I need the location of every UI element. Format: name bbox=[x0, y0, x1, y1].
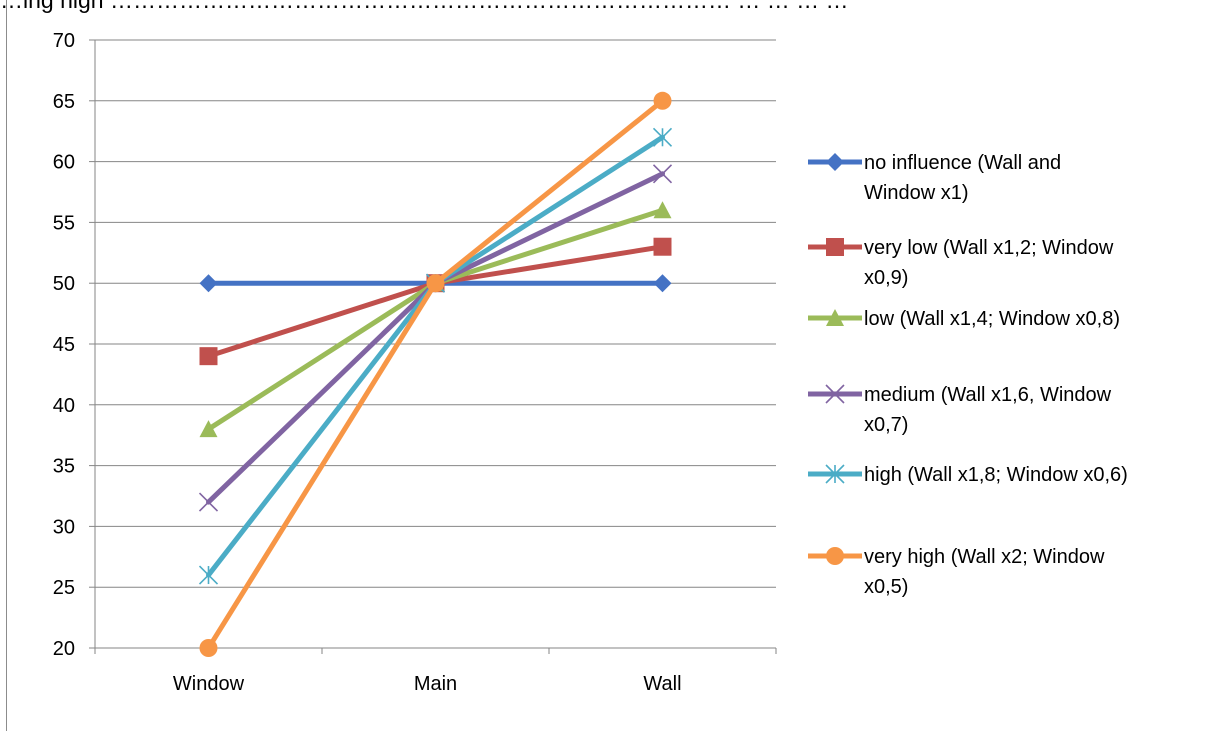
series-5 bbox=[199, 91, 672, 657]
x-tick-label: Main bbox=[414, 673, 457, 695]
data-point bbox=[198, 565, 219, 585]
series-line bbox=[206, 207, 665, 432]
y-tick-label: 20 bbox=[53, 638, 75, 660]
legend-marker bbox=[825, 384, 845, 404]
gridlines bbox=[95, 39, 776, 649]
x-tick-label: Wall bbox=[643, 673, 681, 695]
data-point bbox=[652, 127, 673, 147]
legend-label: x0,5) bbox=[864, 576, 908, 598]
y-tick-label: 60 bbox=[53, 152, 75, 174]
data-point bbox=[199, 639, 218, 657]
legend-marker bbox=[825, 464, 845, 484]
data-point bbox=[199, 420, 218, 438]
data-point bbox=[653, 274, 672, 293]
legend-label: no influence (Wall and bbox=[864, 152, 1061, 174]
data-point bbox=[198, 492, 219, 512]
y-tick-label: 45 bbox=[53, 334, 75, 356]
series-2 bbox=[199, 201, 672, 438]
legend-label: x0,7) bbox=[864, 414, 908, 436]
legend-label: x0,9) bbox=[864, 267, 908, 289]
legend-marker bbox=[826, 238, 844, 256]
y-tick-label: 65 bbox=[53, 91, 75, 113]
y-tick-label: 70 bbox=[53, 30, 75, 52]
legend: no influence (Wall and Window x1) very low… bbox=[808, 152, 1128, 598]
legend-marker bbox=[826, 547, 844, 565]
y-axis: 20 25 30 35 40 45 50 55 60 65 70 bbox=[53, 30, 96, 660]
legend-label: Window x1) bbox=[864, 182, 968, 204]
legend-label: medium (Wall x1,6, Window bbox=[864, 384, 1112, 406]
data-point bbox=[652, 164, 673, 184]
caption-text-fragment: …ing high ……………………………………………………………………… … … bbox=[0, 0, 849, 13]
legend-label: low (Wall x1,4; Window x0,8) bbox=[864, 308, 1120, 330]
series-line bbox=[206, 134, 665, 578]
y-tick-label: 35 bbox=[53, 456, 75, 478]
legend-label: very low (Wall x1,2; Window bbox=[864, 237, 1114, 259]
y-tick-label: 55 bbox=[53, 212, 75, 234]
series-line bbox=[206, 171, 665, 505]
legend-item: low (Wall x1,4; Window x0,8) bbox=[808, 308, 1120, 330]
y-tick-label: 25 bbox=[53, 577, 75, 599]
legend-item: medium (Wall x1,6, Window x0,7) bbox=[808, 384, 1112, 436]
legend-marker bbox=[826, 309, 844, 326]
legend-item: very high (Wall x2; Window x0,5) bbox=[808, 546, 1105, 598]
series-line bbox=[206, 244, 665, 359]
data-point bbox=[653, 237, 672, 256]
data-point bbox=[653, 201, 672, 219]
data-point bbox=[199, 274, 218, 293]
series-4 bbox=[198, 127, 673, 585]
legend-label: high (Wall x1,8; Window x0,6) bbox=[864, 464, 1128, 486]
legend-marker bbox=[826, 153, 844, 171]
chart-area bbox=[6, 0, 1213, 731]
data-point bbox=[653, 91, 672, 110]
data-point bbox=[199, 347, 218, 366]
legend-item: no influence (Wall and Window x1) bbox=[808, 152, 1061, 204]
legend-item: high (Wall x1,8; Window x0,6) bbox=[808, 464, 1128, 486]
series-1 bbox=[199, 237, 672, 366]
y-tick-label: 40 bbox=[53, 395, 75, 417]
y-tick-label: 50 bbox=[53, 273, 75, 295]
y-tick-label: 30 bbox=[53, 516, 75, 538]
data-point bbox=[426, 274, 445, 293]
x-tick-label: Window bbox=[173, 673, 245, 695]
x-axis: Window Main Wall bbox=[94, 647, 777, 695]
legend-label: very high (Wall x2; Window bbox=[864, 546, 1105, 568]
legend-item: very low (Wall x1,2; Window x0,9) bbox=[808, 237, 1114, 289]
